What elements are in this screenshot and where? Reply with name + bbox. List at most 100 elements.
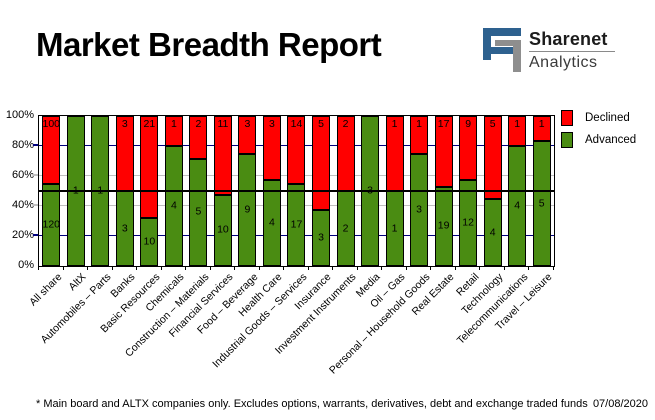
bar-segment-declined: 3 — [238, 116, 257, 154]
bar-segment-declined: 1 — [164, 116, 183, 146]
x-axis-tick — [332, 267, 334, 270]
y-axis-label: 80% — [11, 139, 34, 151]
x-axis-tick — [503, 267, 505, 270]
bar-segment-advanced: 5 — [189, 158, 208, 266]
bar-segment-advanced: 4 — [483, 199, 502, 266]
declined-count-label: 1 — [538, 118, 545, 130]
bar-segment-advanced: 120 — [42, 184, 61, 266]
x-axis-label: All share — [26, 271, 65, 309]
bar-segment-declined: 17 — [434, 116, 453, 187]
y-axis-label: 40% — [11, 199, 34, 211]
logo-subtitle: Analytics — [529, 54, 598, 71]
bar-segment-advanced: 3 — [312, 209, 330, 266]
footnote-text: * Main board and ALTX companies only. Ex… — [36, 398, 588, 410]
bar-segment-advanced: 17 — [287, 183, 306, 266]
advanced-count-label: 3 — [318, 231, 324, 244]
bar-segment-advanced: 4 — [164, 146, 183, 266]
bar-segment-declined: 1 — [410, 116, 429, 154]
y-axis-label: 20% — [11, 229, 34, 241]
bar-segment-advanced: 10 — [140, 217, 159, 266]
bar-0: 120 100 — [39, 116, 64, 266]
bar-16: 19 17 — [431, 116, 456, 266]
sharenet-logo: Sharenet Analytics — [483, 28, 615, 72]
declined-count-label: 3 — [121, 118, 128, 130]
y-axis-label: 60% — [11, 169, 34, 181]
legend-label-advanced: Advanced — [585, 134, 637, 146]
declined-count-label: 2 — [342, 118, 349, 130]
y-axis-label: 0% — [18, 259, 34, 271]
advanced-count-label: 4 — [514, 199, 521, 212]
fifty-percent-line — [39, 190, 554, 192]
y-axis-tick — [33, 174, 38, 176]
declined-count-label: 11 — [217, 118, 229, 130]
x-axis-tick — [283, 267, 285, 270]
advanced-count-label: 12 — [462, 216, 474, 229]
x-axis-tick — [62, 267, 64, 270]
advanced-count-label: 17 — [290, 218, 303, 231]
bar-7: 10 11 — [211, 116, 236, 266]
bar-segment-declined: 1 — [508, 116, 527, 146]
declined-count-label: 21 — [143, 118, 156, 130]
declined-count-label: 3 — [269, 118, 275, 130]
bar-segment-advanced: 2 — [336, 191, 355, 266]
legend-swatch-declined-icon — [561, 110, 573, 126]
x-axis-tick — [234, 267, 236, 270]
bar-segment-advanced: 3 — [115, 191, 134, 266]
declined-count-label: 3 — [244, 118, 251, 130]
page-title: Market Breadth Report — [36, 26, 382, 63]
sharenet-logo-icon — [483, 28, 521, 72]
y-axis-label: 100% — [5, 109, 34, 121]
bar-segment-advanced: 19 — [434, 186, 453, 266]
x-axis-tick — [38, 267, 39, 270]
x-axis-tick — [430, 267, 432, 270]
y-axis-tick — [33, 144, 38, 146]
bar-segment-advanced: 4 — [508, 146, 527, 266]
declined-count-label: 9 — [465, 118, 472, 130]
declined-count-label: 2 — [195, 118, 202, 130]
x-axis-tick — [258, 267, 260, 270]
bar-segment-advanced: 4 — [262, 180, 281, 266]
legend-label-declined: Declined — [585, 112, 630, 124]
advanced-count-label: 10 — [143, 235, 156, 248]
bar-10: 17 14 — [284, 116, 309, 266]
x-axis-tick — [479, 267, 481, 270]
legend-swatch-advanced-icon — [561, 132, 573, 148]
y-axis-tick — [33, 204, 38, 206]
advanced-count-label: 5 — [195, 205, 202, 218]
legend-item-advanced: Advanced — [561, 132, 636, 148]
logo-text: Sharenet Analytics — [529, 28, 615, 72]
x-axis-tick — [136, 267, 138, 270]
advanced-count-label: 1 — [391, 222, 398, 234]
advanced-count-label: 4 — [269, 216, 275, 229]
bar-segment-declined: 1 — [532, 116, 551, 141]
advanced-count-label: 2 — [342, 222, 349, 234]
advanced-count-label: 9 — [244, 203, 251, 216]
legend-item-declined: Declined — [561, 110, 636, 126]
x-axis-tick — [307, 267, 309, 270]
declined-count-label: 1 — [514, 118, 521, 130]
bar-segment-advanced: 3 — [410, 153, 429, 266]
bar-segment-advanced: 5 — [532, 141, 551, 266]
declined-count-label: 1 — [416, 118, 423, 130]
bar-segment-declined: 3 — [115, 116, 134, 191]
bar-segment-advanced: 9 — [238, 153, 257, 266]
x-axis-tick — [381, 267, 383, 270]
declined-count-label: 5 — [318, 118, 324, 130]
advanced-count-label: 3 — [121, 222, 128, 234]
bar-segment-declined: 1 — [385, 116, 404, 191]
plot-area: 1201001133102141521011934317143522311311… — [38, 115, 555, 267]
advanced-count-label: 19 — [437, 219, 450, 232]
bar-segment-declined: 3 — [262, 116, 281, 181]
bar-segment-declined: 9 — [459, 116, 478, 181]
bar-segment-declined: 21 — [140, 116, 159, 218]
